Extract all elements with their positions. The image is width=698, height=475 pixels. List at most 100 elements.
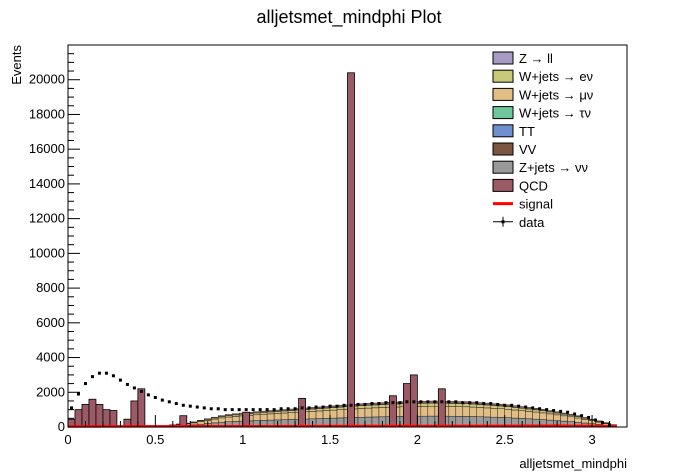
data-point [587, 415, 591, 419]
legend-label: signal [519, 197, 553, 212]
mc-bar-wmunu [490, 408, 498, 418]
legend-entry: TT [492, 124, 535, 139]
mc-bar-qcd [217, 415, 226, 417]
data-point [559, 409, 563, 413]
qcd-bar [137, 388, 146, 428]
data-point [531, 406, 535, 410]
qcd-bar [74, 409, 83, 428]
mc-bar-wmunu [378, 407, 387, 418]
data-point [265, 408, 269, 412]
x-tick-label: 1 [239, 432, 246, 447]
mc-bar-wmunu [539, 412, 547, 420]
mc-bar-wmunu [427, 405, 436, 417]
y-tick-label: 12000 [29, 211, 65, 226]
data-point [426, 400, 430, 404]
mc-bar-wmunu [518, 410, 526, 419]
data-point [405, 400, 409, 404]
data-point [314, 405, 318, 409]
data-point [216, 407, 220, 411]
y-tick-label: 14000 [29, 176, 65, 191]
mc-bar-wmunu [231, 416, 240, 422]
x-axis-label: alljetsmet_mindphi [519, 456, 627, 471]
data-point [279, 407, 283, 411]
mc-bar-wmunu [322, 410, 331, 419]
data-point [111, 374, 115, 378]
y-tick-label: 18000 [29, 106, 65, 121]
mc-bar-qcd [197, 420, 205, 422]
mc-bar-wenu [490, 405, 498, 409]
mc-bar-wmunu [455, 406, 464, 417]
data-point [181, 403, 185, 407]
y-tick-label: 4000 [36, 350, 65, 365]
legend-label: W+jets → μν [519, 87, 593, 102]
data-point [237, 408, 241, 412]
mc-bar-wmunu [448, 406, 457, 417]
mc-bar-wenu [378, 404, 387, 408]
mc-bar-wmunu [190, 422, 198, 426]
data-point [153, 395, 157, 399]
data-point [573, 412, 577, 416]
axes: 0 2000 4000 6000 8000 10000 12000 14000 16000 180… [29, 53, 628, 447]
mc-bar-wenu [273, 411, 282, 414]
data-point [356, 402, 360, 406]
data-point [174, 402, 178, 406]
mc-bar-wenu [371, 404, 380, 409]
mc-bar-wmunu [462, 406, 471, 417]
mc-bar-wenu [329, 407, 338, 411]
y-tick-label: 20000 [29, 72, 65, 87]
legend-entry: Z → ll [492, 51, 553, 66]
data-point [244, 408, 248, 412]
mc-bar-wmunu [329, 409, 338, 419]
legend-entry: W+jets → τν [492, 106, 591, 121]
legend-entry: signal [493, 197, 553, 212]
data-point [104, 371, 108, 375]
signal-line [67, 424, 617, 428]
data-point [524, 405, 528, 409]
mc-bar-wmunu [217, 417, 226, 423]
data-point [300, 406, 304, 410]
mc-bar-wenu [280, 410, 289, 414]
data-point [251, 408, 255, 412]
chart-title: alljetsmet_mindphi Plot [256, 7, 441, 28]
data-point [517, 404, 521, 408]
mc-bar-wmunu [553, 414, 561, 421]
data-point [321, 405, 325, 409]
data-point [335, 404, 339, 408]
mc-bar-wmunu [504, 409, 512, 418]
data-point [69, 406, 73, 410]
mc-bar-wmunu [511, 409, 519, 419]
qcd-bar [389, 395, 397, 428]
mc-bar-qcd [259, 410, 268, 413]
mc-bar-wmunu [315, 410, 324, 419]
data-point [370, 402, 374, 406]
mc-bar-wmunu [525, 411, 533, 420]
legend-swatch [492, 51, 514, 65]
data-point [412, 400, 416, 404]
mc-bar-wenu [560, 413, 568, 417]
x-tick-label: 3 [588, 432, 595, 447]
data-point [160, 398, 164, 402]
data-point [195, 405, 199, 409]
data-point [342, 403, 346, 407]
mc-bar-wenu [483, 404, 491, 409]
y-tick-label: 10000 [29, 245, 65, 260]
qcd-bar [102, 409, 111, 428]
data-point [454, 400, 458, 404]
mc-bar-wmunu [280, 412, 289, 420]
mc-bar-wenu [518, 407, 526, 411]
y-tick-label: 2000 [36, 384, 65, 399]
legend-entry: VV [492, 142, 537, 157]
data-point [601, 421, 605, 425]
legend-label: Z+jets → νν [519, 160, 588, 175]
data-point [384, 401, 388, 405]
qcd-bar [298, 397, 306, 428]
data-point [328, 404, 332, 408]
data-point [167, 400, 171, 404]
legend-entry: W+jets → eν [492, 69, 593, 84]
mc-bar-wenu [469, 403, 478, 408]
qcd-bar [109, 410, 118, 428]
mc-bar-qcd [224, 414, 233, 416]
qcd-bar [402, 383, 411, 428]
legend: Z → ll W+jets → eν W+jets → μν W+jets → τν T… [492, 51, 593, 230]
data-point [118, 378, 122, 382]
